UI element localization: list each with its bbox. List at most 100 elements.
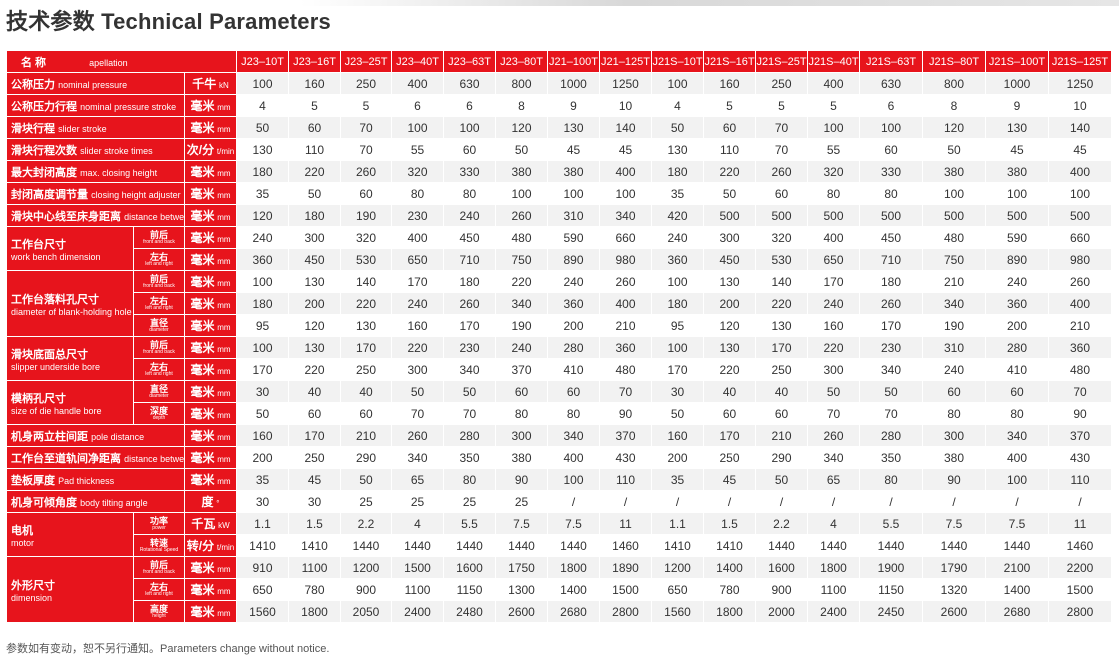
value-cell: 80 <box>443 182 497 205</box>
value-cell: 110 <box>288 138 342 161</box>
row-sublabel-en: depth <box>152 414 166 421</box>
value-cell: 200 <box>985 314 1050 337</box>
table-row: 公称压力行程 nominal pressure stroke 毫米 mm 4 5 5 6 6… <box>6 94 1113 117</box>
row-label: 滑块行程次数 slider stroke times <box>6 138 185 161</box>
value-cell: 5 <box>340 94 393 117</box>
row-unit: 毫米 mm <box>183 182 238 205</box>
row-label-zh: 滑块中心线至床身距离 <box>11 210 121 223</box>
value-cell: 450 <box>859 226 924 249</box>
unit-en: mm <box>217 345 231 354</box>
row-label-en: slider stroke <box>58 123 107 134</box>
unit-zh: 毫米 <box>190 407 215 421</box>
unit-en: mm <box>217 279 231 288</box>
unit-zh: 毫米 <box>190 451 215 465</box>
value-cell: 400 <box>1048 160 1113 183</box>
row-sublabel-en: left and right <box>145 370 173 377</box>
value-cell: 95 <box>236 314 290 337</box>
table-row: 工作台落料孔尺寸 diameter of blank-holding hole 前… <box>6 270 1113 337</box>
value-cell: 130 <box>703 270 757 293</box>
value-cell: 250 <box>340 72 393 95</box>
value-cell: 710 <box>859 248 924 271</box>
table-row: 电机 motor 功率 power 千瓦 kW 1.1 1.5 2.2 4 5.5 7.5 7.5 1… <box>6 512 1113 557</box>
value-cell: 5.5 <box>859 512 924 535</box>
value-cell: 450 <box>703 248 757 271</box>
value-cell: 300 <box>703 226 757 249</box>
page-title: 技术参数 Technical Parameters <box>6 9 331 34</box>
value-cell: 5.5 <box>443 512 497 535</box>
model-header: J23–10T <box>236 50 290 73</box>
table-row: 左右 left and right 毫米 mm 650 780 900 1100 1150 13… <box>7 578 1113 601</box>
unit-zh: 毫米 <box>190 473 215 487</box>
value-cell: 170 <box>443 314 497 337</box>
row-label-en: diameter of blank-holding hole <box>11 306 132 317</box>
value-cell: 650 <box>391 248 445 271</box>
value-cell: 240 <box>391 292 445 315</box>
unit-zh: 毫米 <box>190 363 215 377</box>
value-cell: 50 <box>922 138 987 161</box>
row-unit: 毫米 mm <box>183 94 238 117</box>
value-cell: 45 <box>703 468 757 491</box>
row-sublabel-en: height <box>152 612 166 619</box>
value-cell: 800 <box>922 72 987 95</box>
value-cell: 1900 <box>859 556 924 579</box>
row-label-en: work bench dimension <box>11 251 101 262</box>
value-cell: 180 <box>859 270 924 293</box>
row-unit: 毫米 mm <box>183 160 238 183</box>
table-row: 滑块中心线至床身距离 distance between slipper cent… <box>6 204 1113 227</box>
value-cell: 220 <box>340 292 393 315</box>
name-label: 名 称 <box>21 56 47 69</box>
unit-zh: 毫米 <box>190 341 215 355</box>
value-cell: 80 <box>922 402 987 425</box>
value-cell: 780 <box>703 578 757 601</box>
value-cell: 1800 <box>547 556 601 579</box>
row-label: 滑块中心线至床身距离 distance between slipper cent… <box>6 204 185 227</box>
value-cell: 260 <box>340 160 393 183</box>
table-body: 公称压力 nominal pressure 千牛 kN 100 160 250 400 63… <box>6 72 1113 623</box>
value-cell: 120 <box>922 116 987 139</box>
value-cell: 1440 <box>391 534 445 557</box>
value-cell: 260 <box>599 270 653 293</box>
unit-zh: 毫米 <box>190 99 215 113</box>
value-cell: 170 <box>288 424 342 447</box>
value-cell: 60 <box>755 402 809 425</box>
row-label: 封闭高度调节量 closing height adjuster <box>6 182 185 205</box>
value-cell: 650 <box>651 578 705 601</box>
value-cell: 290 <box>755 446 809 469</box>
model-header: J23–63T <box>443 50 497 73</box>
value-cell: 360 <box>599 336 653 359</box>
row-label-en: size of die handle bore <box>11 405 102 416</box>
value-cell: 4 <box>391 512 445 535</box>
value-cell: 2680 <box>547 600 601 623</box>
value-cell: 260 <box>859 292 924 315</box>
value-cell: 500 <box>1048 204 1113 227</box>
value-cell: 380 <box>495 446 549 469</box>
value-cell: 360 <box>547 292 601 315</box>
row-label-en: dimension <box>11 592 53 603</box>
value-cell: 60 <box>859 138 924 161</box>
value-cell: 50 <box>495 138 549 161</box>
value-cell: 110 <box>703 138 757 161</box>
value-cell: 1100 <box>807 578 861 601</box>
value-cell: 10 <box>599 94 653 117</box>
value-cell: 5 <box>807 94 861 117</box>
value-cell: 280 <box>985 336 1050 359</box>
value-cell: 11 <box>1048 512 1113 535</box>
unit-zh: 毫米 <box>190 231 215 245</box>
row-label-en: Pad thickness <box>58 475 115 486</box>
row-sublabel: 左右 left and right <box>133 578 185 601</box>
table-row: 机身可倾角度 body tilting angle 度 ° 30 30 25 25 25 25… <box>6 490 1113 513</box>
value-cell: 7.5 <box>547 512 601 535</box>
value-cell: 50 <box>807 380 861 403</box>
table-row: 机身两立柱间距 pole distance 毫米 mm 160 170 210 260 28… <box>6 424 1113 447</box>
unit-zh: 毫米 <box>190 605 215 619</box>
unit-en: mm <box>217 257 231 266</box>
unit-zh: 毫米 <box>190 583 215 597</box>
value-cell: 2450 <box>859 600 924 623</box>
value-cell: 380 <box>985 160 1050 183</box>
value-cell: 2480 <box>443 600 497 623</box>
row-sublabel-zh: 前后 <box>149 339 168 350</box>
row-sublabel-zh: 转速 <box>149 537 168 548</box>
row-sublabel-en: left and right <box>145 260 173 267</box>
row-unit: 次/分 t/min <box>183 138 238 161</box>
row-sublabel-zh: 左右 <box>149 251 168 262</box>
